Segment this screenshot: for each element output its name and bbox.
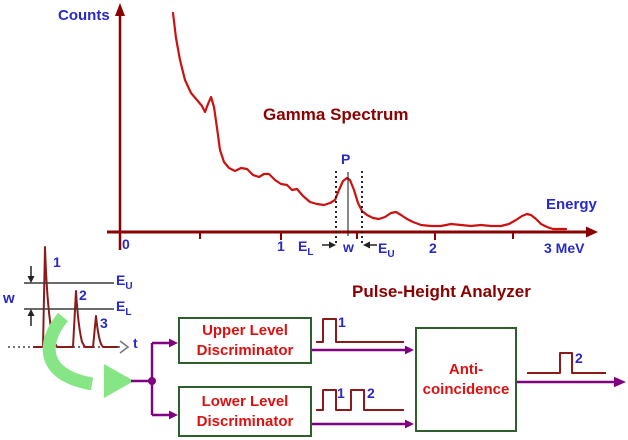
lower-output-pulse-label-1: 1	[337, 385, 345, 401]
upper-input-arrow-icon	[169, 338, 178, 348]
y-axis-arrowhead	[115, 3, 125, 16]
final-output-arrow-icon	[614, 376, 626, 388]
anti-box-line1: Anti-	[448, 361, 484, 378]
lower-box-line1: Lower Level	[201, 393, 289, 410]
lower-box-line2: Discriminator	[196, 412, 294, 430]
el-level-sub: L	[125, 306, 132, 318]
spectrum-curve	[171, 11, 568, 231]
eu-window-label: EU	[378, 241, 395, 260]
x-tick-label-0: 0	[122, 236, 130, 252]
spectrum-title: Gamma Spectrum	[263, 105, 409, 124]
lower-output-pulse-label-2: 2	[367, 385, 375, 401]
w-width-label: w	[3, 290, 15, 307]
eu-left-arrow-icon	[363, 241, 370, 249]
upper-box-line2: Discriminator	[196, 341, 294, 359]
w-window-label: w	[343, 239, 354, 255]
el-base: E	[298, 238, 308, 254]
pulse-train-curve	[33, 246, 118, 348]
pulse-3-label: 3	[100, 315, 108, 331]
green-curved-arrow-head-icon	[104, 364, 134, 398]
lower-output-waveform	[316, 389, 404, 411]
energy-axis-label: Energy	[546, 196, 597, 213]
x-tick-label-3mev: 3 MeV	[544, 240, 585, 256]
pulse-2-label: 2	[79, 287, 87, 303]
anti-box-line2: coincidence	[422, 380, 510, 398]
el-sub: L	[307, 246, 314, 258]
analyzer-title: Pulse-Height Analyzer	[352, 282, 531, 301]
x-tick-label-1: 1	[277, 238, 285, 254]
eu-level-sub: U	[125, 280, 133, 292]
w-down-arrow-icon	[27, 276, 35, 283]
el-right-arrow-icon	[329, 241, 336, 249]
time-axis-arrow-icon	[119, 340, 130, 354]
counts-axis-label: Counts	[58, 7, 110, 24]
upper-level-discriminator-box: Upper Level Discriminator	[178, 317, 312, 364]
eu-sub: U	[387, 248, 395, 260]
upper-output-pulse-label: 1	[338, 314, 346, 330]
lower-output-arrow-icon	[405, 419, 414, 429]
green-curved-arrow-body	[42, 312, 94, 391]
lower-level-discriminator-box: Lower Level Discriminator	[178, 386, 312, 437]
x-axis-arrowhead	[586, 226, 598, 238]
upper-output-arrow-icon	[405, 345, 414, 355]
final-output-pulse-label: 2	[575, 350, 583, 366]
x-axis-ticks	[199, 233, 514, 240]
x-tick-label-2: 2	[429, 240, 437, 256]
upper-box-line1: Upper Level	[202, 322, 288, 339]
time-axis-label: t	[133, 335, 138, 351]
el-level-base: E	[116, 298, 126, 314]
upper-output-waveform	[316, 318, 404, 343]
peak-label: P	[341, 151, 351, 167]
eu-level-label: EU	[116, 273, 133, 292]
el-level-label: EL	[116, 299, 131, 318]
final-output-waveform	[527, 352, 606, 374]
eu-base: E	[378, 240, 388, 256]
w-up-arrow-icon	[27, 309, 35, 316]
anti-coincidence-box: Anti- coincidence	[415, 327, 517, 432]
eu-level-base: E	[116, 272, 126, 288]
lower-input-arrow-icon	[169, 410, 178, 420]
pulse-1-label: 1	[53, 254, 61, 270]
el-window-label: EL	[298, 239, 313, 258]
